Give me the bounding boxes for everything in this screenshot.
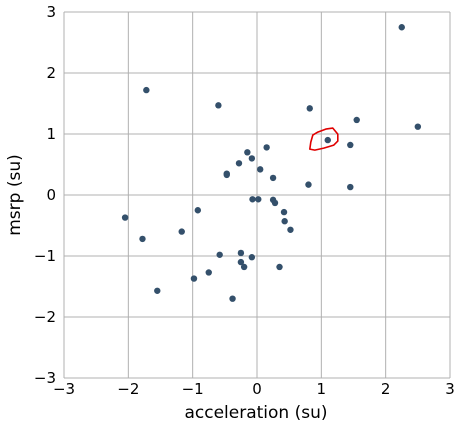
data-point <box>143 86 150 94</box>
x-tick-label: 1 <box>317 380 327 398</box>
x-tick-label: −2 <box>117 380 139 398</box>
data-point <box>235 160 243 167</box>
y-tick-label: 3 <box>46 3 56 21</box>
y-tick-label: −3 <box>34 369 56 387</box>
y-tick-label: −2 <box>34 308 56 326</box>
data-point <box>190 275 198 282</box>
data-point <box>414 123 422 130</box>
data-point <box>215 102 222 109</box>
data-point <box>271 199 279 207</box>
data-point <box>276 263 283 271</box>
data-point <box>269 174 277 182</box>
data-point <box>248 254 256 261</box>
x-axis-label: acceleration (su) <box>184 403 327 423</box>
grid-lines <box>63 11 451 379</box>
y-tick-label: 1 <box>46 125 56 143</box>
data-point <box>240 263 248 271</box>
data-point <box>347 183 354 191</box>
data-point <box>398 24 405 31</box>
data-point <box>223 171 230 179</box>
data-points <box>121 24 422 302</box>
data-point <box>305 181 312 188</box>
x-tick-label: −3 <box>53 380 75 398</box>
data-point <box>154 287 161 294</box>
data-point <box>280 208 288 216</box>
data-point <box>194 207 202 214</box>
x-tick-label: 0 <box>252 380 262 398</box>
data-point <box>249 196 256 203</box>
data-point <box>237 249 245 257</box>
data-point <box>237 258 245 266</box>
data-point <box>139 235 146 243</box>
data-point <box>353 116 360 124</box>
y-axis-label: msrp (su) <box>5 154 25 236</box>
data-point <box>281 218 288 225</box>
x-tick-label: −1 <box>182 380 204 398</box>
data-point <box>257 166 264 173</box>
data-point <box>244 149 251 156</box>
y-tick-labels: −3 −2 −1 0 1 2 3 <box>34 3 56 387</box>
data-point <box>263 144 270 151</box>
data-point <box>324 136 331 144</box>
x-tick-label: 2 <box>381 380 391 398</box>
y-tick-label: 2 <box>46 64 56 82</box>
data-point <box>255 196 262 203</box>
data-point <box>306 105 313 112</box>
x-tick-labels: −3 −2 −1 0 1 2 3 <box>53 380 455 398</box>
data-point <box>347 141 354 149</box>
data-point <box>248 155 256 162</box>
data-point <box>229 295 236 302</box>
data-point <box>216 251 223 258</box>
annotation-circle <box>309 127 339 151</box>
data-point <box>121 214 129 221</box>
y-tick-label: −1 <box>34 247 56 265</box>
y-tick-label: 0 <box>46 186 56 204</box>
data-point <box>287 226 294 233</box>
x-tick-label: 3 <box>445 380 455 398</box>
data-point <box>178 228 185 235</box>
data-point <box>205 269 212 276</box>
